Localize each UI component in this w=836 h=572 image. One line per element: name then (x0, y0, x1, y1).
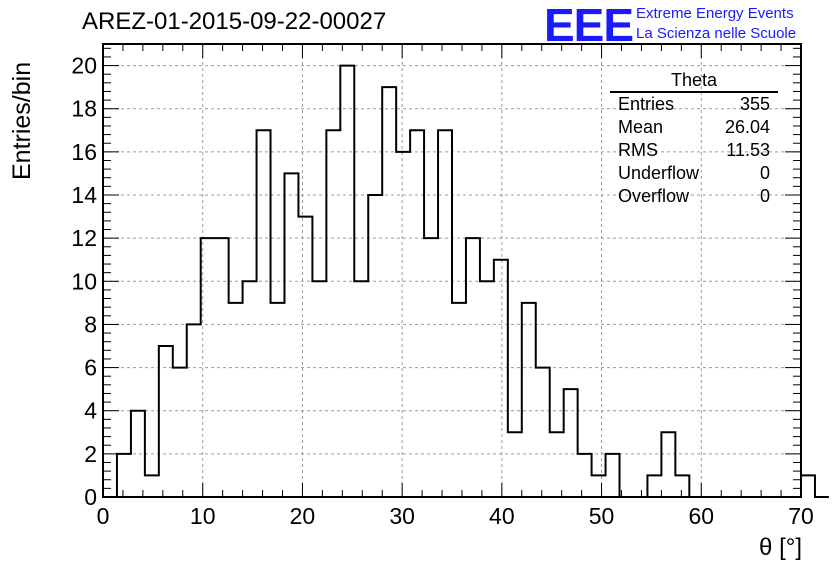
logo-line-1: Extreme Energy Events (636, 5, 794, 22)
stats-label: Underflow (618, 163, 700, 183)
y-tick-label: 10 (71, 268, 97, 294)
y-tick-label: 16 (71, 139, 97, 165)
stats-row: Underflow 0 (610, 162, 778, 185)
x-tick-label: 40 (489, 503, 515, 529)
logo-caption: Extreme Energy Events La Scienza nelle S… (636, 4, 796, 44)
y-tick-label: 8 (84, 311, 97, 337)
stats-title: Theta (610, 70, 778, 93)
x-tick-label: 60 (688, 503, 714, 529)
histogram-series (115, 64, 829, 498)
x-tick-label: 20 (290, 503, 316, 529)
stats-value: 26.04 (724, 117, 770, 137)
x-axis-label: θ [°] (759, 534, 802, 561)
stats-value: 0 (759, 163, 770, 183)
x-tick-labels: 0 10 20 30 40 50 60 70 (97, 503, 814, 529)
y-axis-label: Entries/bin (8, 61, 36, 180)
stats-label: Entries (618, 94, 675, 114)
axis-ticks (102, 44, 802, 498)
histogram-outline (115, 64, 829, 498)
stats-row: Mean 26.04 (610, 116, 778, 139)
stats-label: RMS (618, 140, 658, 160)
y-tick-label: 4 (84, 398, 97, 424)
stats-label: Mean (618, 117, 664, 137)
stats-row: Overflow 0 (610, 185, 778, 208)
y-tick-label: 18 (71, 96, 97, 122)
x-tick-label: 10 (190, 503, 216, 529)
stats-label: Overflow (618, 186, 690, 206)
y-tick-labels: 0 2 4 6 8 10 12 14 16 18 20 (71, 53, 97, 510)
chart-title: AREZ-01-2015-09-22-00027 (82, 8, 387, 35)
logo-line-2: La Scienza nelle Scuole (636, 25, 797, 42)
stats-box: Theta Entries 355 Mean 26.04 RMS 11.53 U… (610, 70, 778, 208)
x-tick-label: 0 (97, 503, 110, 529)
stats-row: RMS 11.53 (610, 139, 778, 162)
stats-value: 355 (739, 94, 770, 114)
y-tick-label: 12 (71, 225, 97, 251)
stats-value: 11.53 (726, 140, 770, 160)
stats-value: 0 (759, 186, 770, 206)
plot-frame (102, 43, 802, 498)
y-tick-label: 6 (84, 355, 97, 381)
x-tick-label: 70 (788, 503, 814, 529)
eee-logo: EEE (544, 0, 634, 51)
y-tick-label: 2 (84, 441, 97, 467)
x-tick-label: 50 (589, 503, 615, 529)
x-tick-label: 30 (389, 503, 415, 529)
y-tick-label: 14 (71, 182, 97, 208)
y-tick-label: 20 (71, 53, 97, 79)
y-tick-label: 0 (84, 484, 97, 510)
stats-row: Entries 355 (610, 93, 778, 116)
